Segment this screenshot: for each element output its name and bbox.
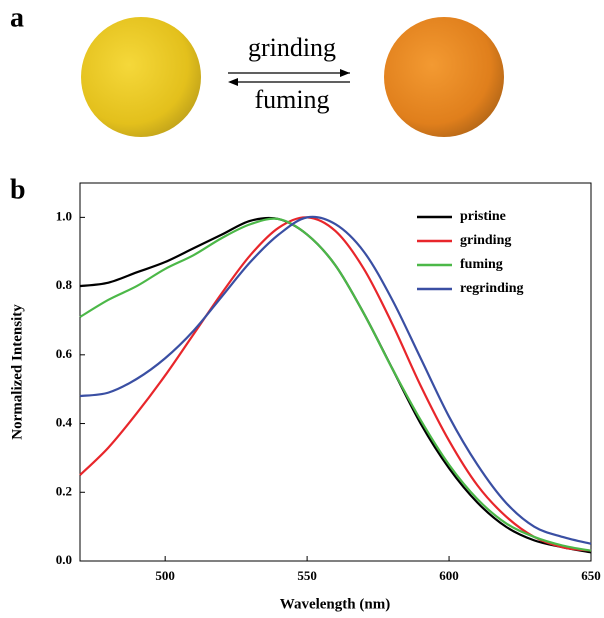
x-axis-label: Wavelength (nm) (280, 596, 390, 612)
backward-label: fuming (254, 85, 329, 114)
legend-label: regrinding (460, 281, 524, 296)
x-tick-label: 650 (581, 568, 601, 583)
legend-label: grinding (460, 233, 511, 248)
arrowhead (228, 78, 238, 86)
forward-label: grinding (248, 33, 336, 62)
y-tick-label: 0.4 (56, 415, 73, 430)
x-tick-label: 550 (297, 568, 317, 583)
panel-label: a (10, 2, 24, 33)
y-axis-label: Normalized Intensity (9, 304, 25, 440)
y-tick-label: 1.0 (56, 208, 72, 223)
sample-ground (384, 17, 504, 137)
y-tick-label: 0.0 (56, 552, 72, 567)
series-line (79, 216, 592, 554)
panel-label: b (10, 174, 26, 205)
legend-label: fuming (460, 257, 503, 272)
series-line (79, 217, 592, 552)
series-line (79, 215, 592, 545)
plot-frame (79, 182, 592, 562)
y-tick-label: 0.2 (56, 483, 72, 498)
x-tick-label: 500 (155, 568, 175, 583)
series-line (79, 216, 592, 552)
x-tick-label: 600 (439, 568, 459, 583)
arrowhead (340, 69, 350, 77)
y-tick-label: 0.6 (56, 346, 73, 361)
sample-pristine (81, 17, 201, 137)
y-tick-label: 0.8 (56, 277, 73, 292)
legend-label: pristine (460, 209, 506, 224)
